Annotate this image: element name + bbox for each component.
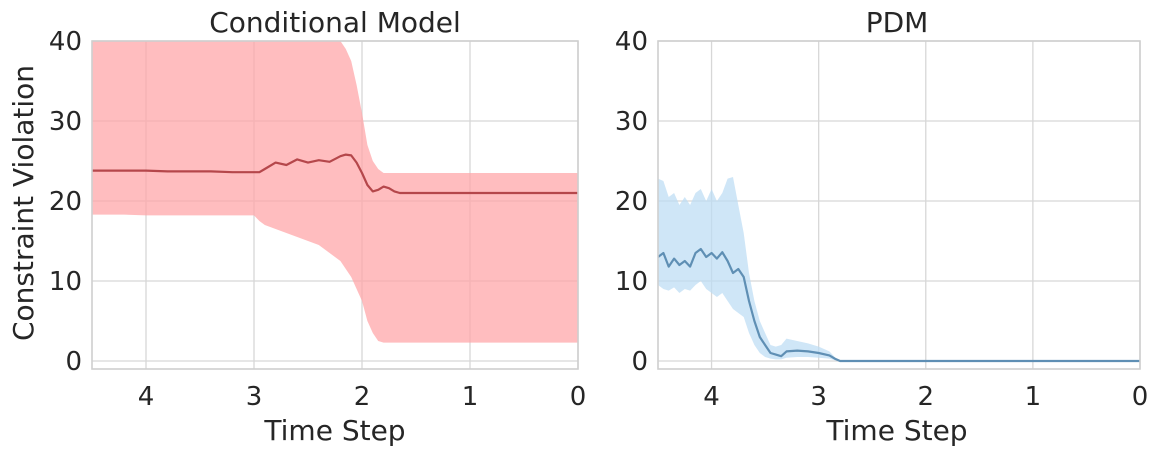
mean-line bbox=[92, 153, 578, 195]
x-tick-labels: 4 3 2 1 0 bbox=[703, 382, 1148, 412]
y-tick-label: 40 bbox=[615, 27, 648, 57]
y-axis-label: Constraint Violation bbox=[7, 65, 40, 341]
mean-line bbox=[657, 247, 1140, 363]
uncertainty-band bbox=[92, 41, 578, 343]
y-tick-labels: 0 10 20 30 40 bbox=[49, 27, 82, 377]
y-tick-labels: 0 10 20 30 40 bbox=[615, 27, 648, 377]
x-axis-label: Time Step bbox=[263, 414, 405, 447]
x-tick-label: 0 bbox=[1132, 382, 1149, 412]
plot-frame bbox=[91, 40, 579, 370]
x-tick-label: 1 bbox=[462, 382, 479, 412]
y-tick-label: 30 bbox=[615, 107, 648, 137]
y-tick-label: 20 bbox=[49, 187, 82, 217]
y-tick-label: 30 bbox=[49, 107, 82, 137]
x-tick-label: 1 bbox=[1025, 382, 1042, 412]
y-tick-label: 10 bbox=[49, 267, 82, 297]
x-tick-label: 4 bbox=[138, 382, 155, 412]
chart-title: PDM bbox=[866, 6, 929, 39]
y-tick-label: 20 bbox=[615, 187, 648, 217]
x-tick-label: 3 bbox=[810, 382, 827, 412]
x-tick-label: 4 bbox=[703, 382, 720, 412]
x-tick-label: 0 bbox=[570, 382, 587, 412]
chart-title: Conditional Model bbox=[209, 6, 461, 39]
y-tick-label: 10 bbox=[615, 267, 648, 297]
y-tick-label: 40 bbox=[49, 27, 82, 57]
x-axis-label: Time Step bbox=[825, 414, 967, 447]
x-tick-label: 2 bbox=[918, 382, 935, 412]
y-tick-label: 0 bbox=[631, 347, 648, 377]
x-tick-label: 3 bbox=[246, 382, 263, 412]
x-tick-label: 2 bbox=[354, 382, 371, 412]
y-tick-label: 0 bbox=[65, 347, 82, 377]
plot-frame bbox=[657, 40, 1141, 370]
x-tick-labels: 4 3 2 1 0 bbox=[138, 382, 587, 412]
